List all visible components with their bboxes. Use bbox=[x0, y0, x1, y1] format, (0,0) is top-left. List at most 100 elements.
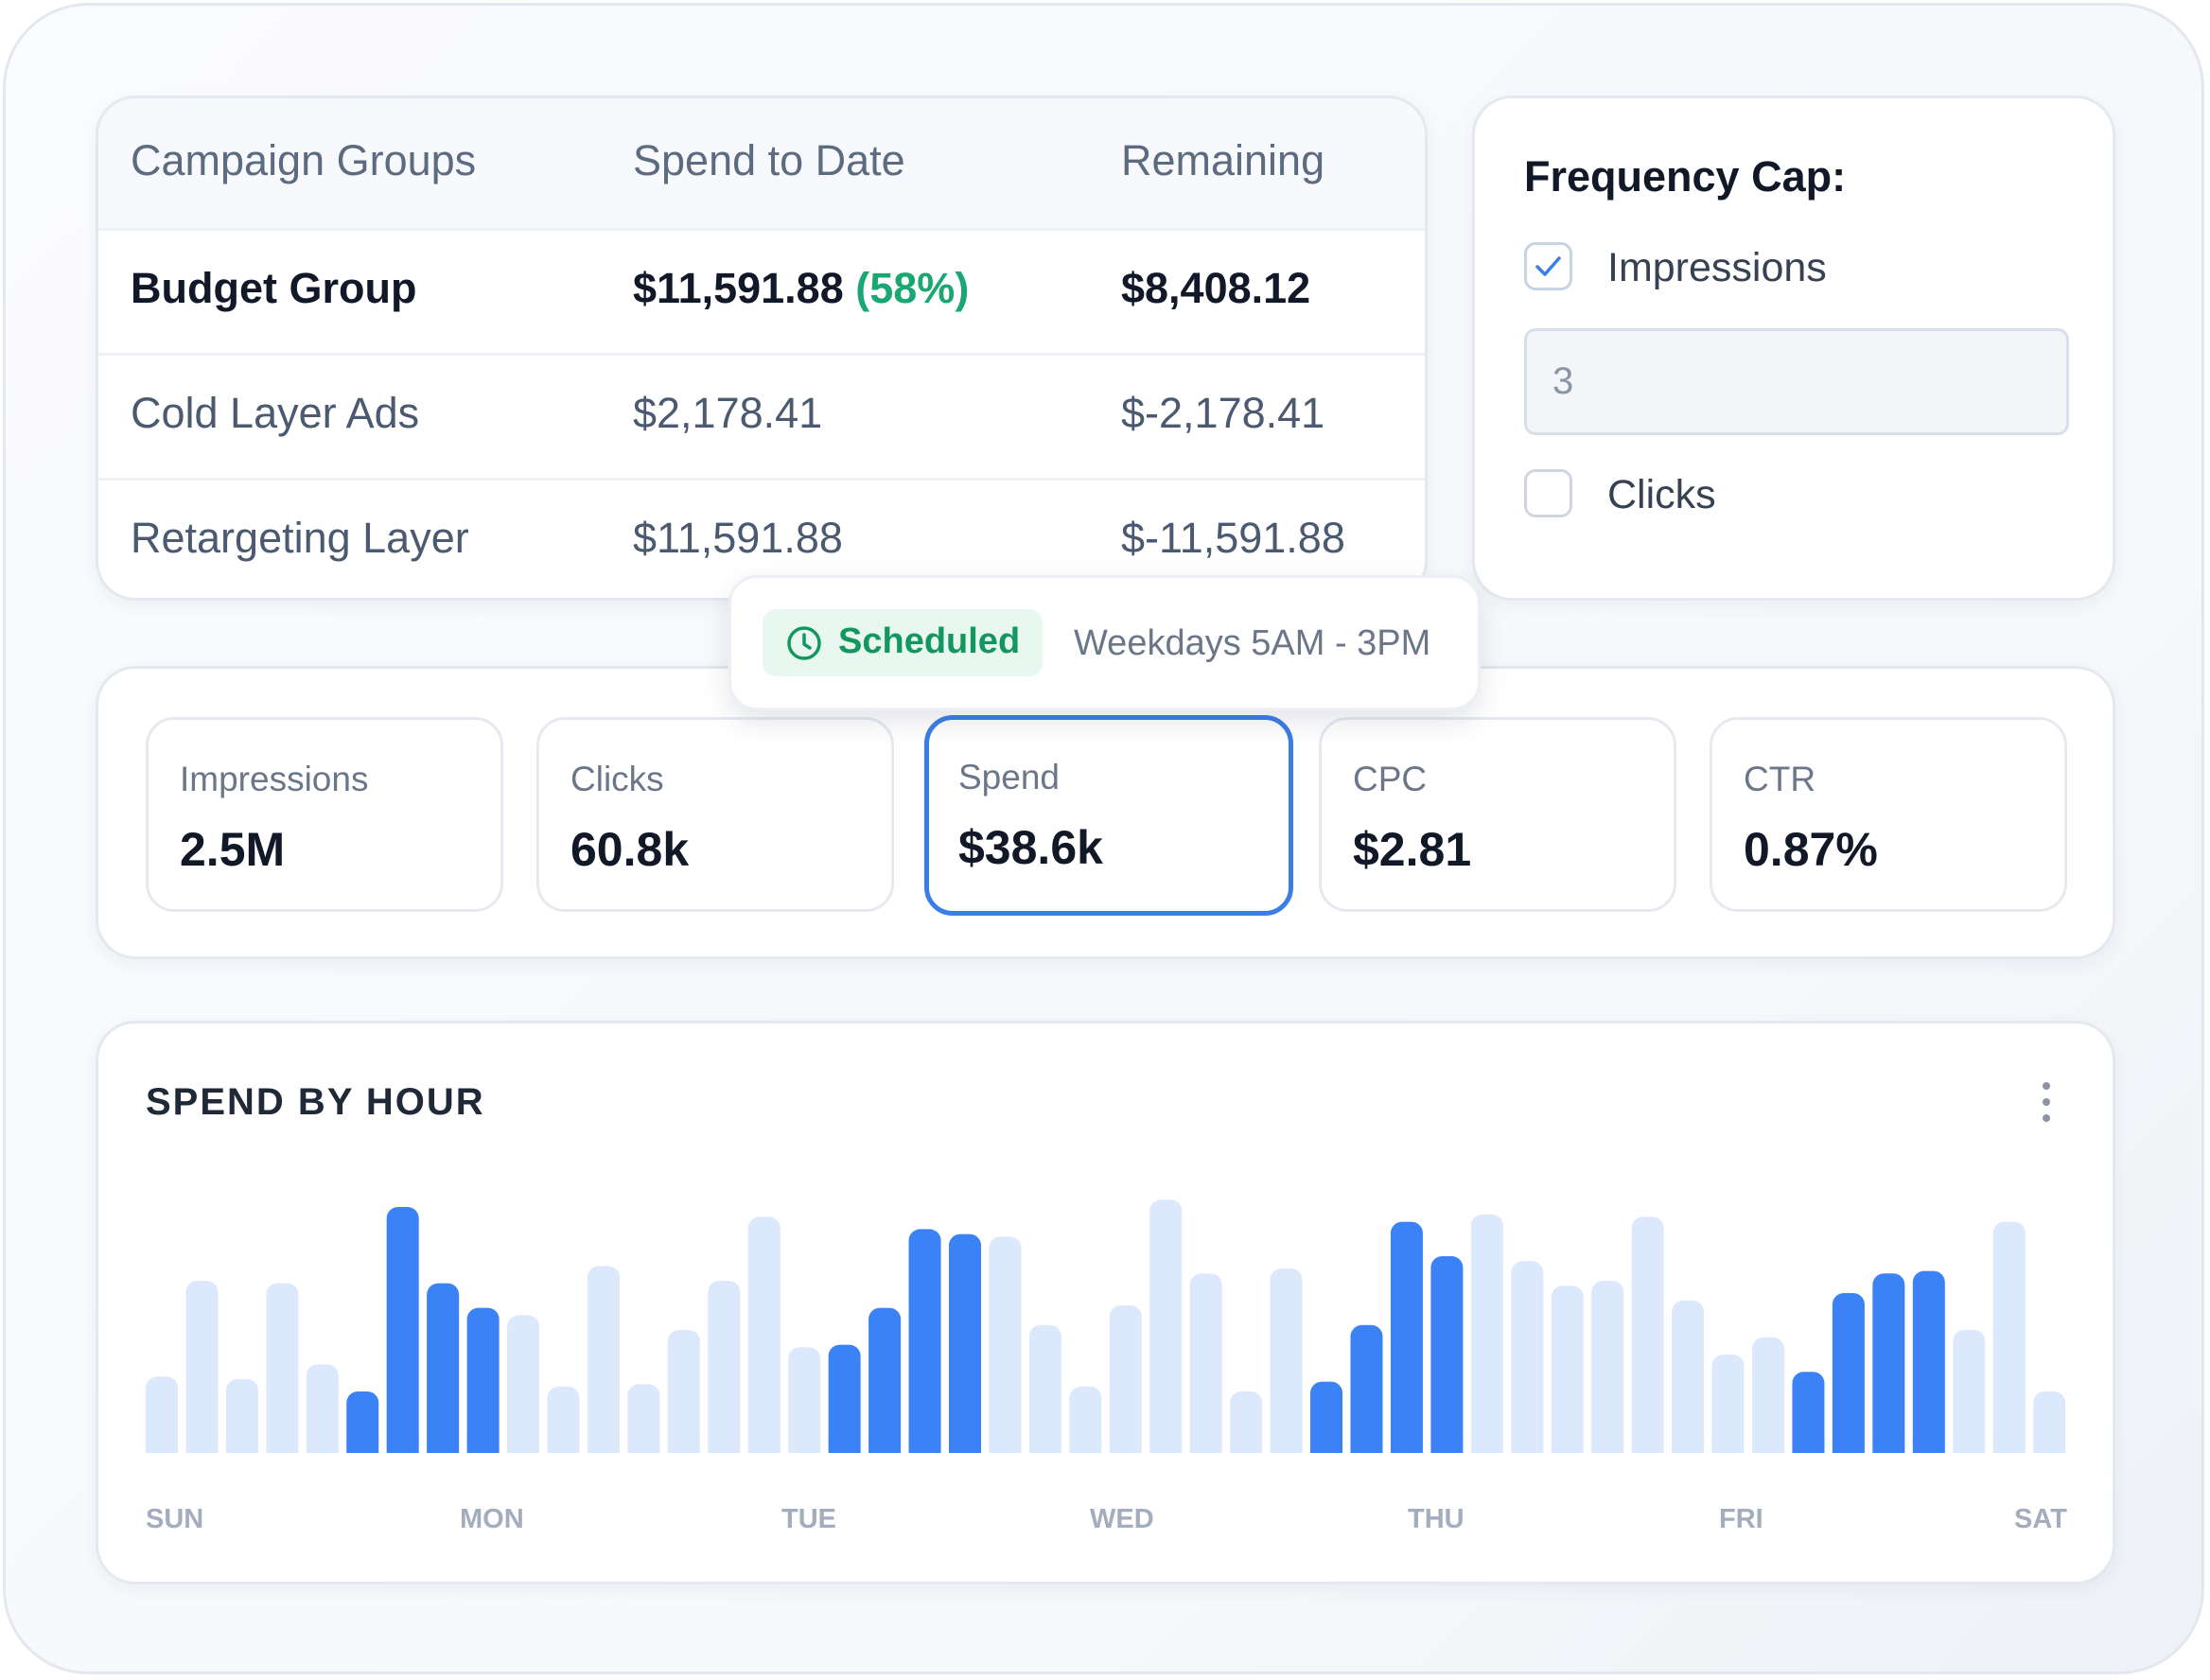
row-spend: $11,591.88 bbox=[633, 514, 843, 562]
impressions-cap-input[interactable]: 3 bbox=[1524, 328, 2069, 435]
chart-bar[interactable] bbox=[1028, 1324, 1061, 1453]
chart-bar[interactable] bbox=[788, 1347, 821, 1453]
clicks-checkbox-label[interactable]: Clicks bbox=[1607, 472, 1716, 517]
spend-percentage: (58%) bbox=[855, 264, 970, 312]
impressions-checkbox[interactable] bbox=[1524, 242, 1572, 290]
chart-bar-base bbox=[667, 1442, 700, 1453]
row-name: Cold Layer Ads bbox=[131, 389, 420, 437]
chart-bar[interactable] bbox=[747, 1216, 781, 1453]
chart-bar[interactable] bbox=[1350, 1324, 1383, 1453]
chart-bar[interactable] bbox=[667, 1330, 700, 1453]
chart-bar[interactable] bbox=[989, 1236, 1022, 1453]
frequency-cap-title: Frequency Cap: bbox=[1524, 152, 1847, 201]
chart-bar[interactable] bbox=[1832, 1293, 1865, 1453]
metrics-panel: Impressions 2.5M Clicks 60.8k Spend $38.… bbox=[96, 666, 2115, 959]
bar-chart bbox=[146, 1199, 2066, 1453]
chart-bar-base bbox=[1953, 1442, 1986, 1453]
metric-label: CTR bbox=[1744, 760, 1816, 798]
metric-value: 0.87% bbox=[1744, 823, 1878, 876]
chart-bar[interactable] bbox=[1109, 1305, 1142, 1453]
chart-bar[interactable] bbox=[1631, 1216, 1664, 1453]
chart-bar[interactable] bbox=[1430, 1256, 1464, 1453]
row-spend: $2,178.41 bbox=[633, 389, 823, 437]
column-header-remaining[interactable]: Remaining bbox=[1121, 136, 1325, 184]
chart-bar[interactable] bbox=[1872, 1273, 1905, 1453]
chart-bar-base bbox=[868, 1442, 902, 1453]
chart-bar[interactable] bbox=[828, 1344, 861, 1453]
row-spend: $11,591.88 (58%) bbox=[633, 264, 969, 313]
chart-bar[interactable] bbox=[1390, 1221, 1423, 1453]
metric-card-clicks[interactable]: Clicks 60.8k bbox=[536, 717, 894, 912]
chart-bar[interactable] bbox=[868, 1307, 902, 1453]
chart-bar[interactable] bbox=[386, 1207, 419, 1453]
chart-bar-base bbox=[1028, 1442, 1061, 1453]
chart-bar[interactable] bbox=[1149, 1199, 1183, 1453]
kebab-menu-icon[interactable] bbox=[2037, 1082, 2056, 1128]
status-badge-label: Scheduled bbox=[838, 621, 1021, 661]
chart-bar-base bbox=[1350, 1442, 1383, 1453]
chart-bar[interactable] bbox=[466, 1307, 500, 1453]
chart-bar[interactable] bbox=[346, 1391, 379, 1453]
chart-bar[interactable] bbox=[1470, 1214, 1503, 1453]
column-header-spend-to-date[interactable]: Spend to Date bbox=[633, 136, 905, 184]
chart-bar-base bbox=[225, 1442, 258, 1453]
chart-bar-base bbox=[708, 1442, 741, 1453]
chart-bar[interactable] bbox=[708, 1281, 741, 1453]
chart-bar-base bbox=[185, 1442, 219, 1453]
chart-bar[interactable] bbox=[627, 1384, 660, 1453]
chart-bar[interactable] bbox=[266, 1283, 299, 1453]
row-remaining: $8,408.12 bbox=[1121, 264, 1311, 312]
clicks-checkbox[interactable] bbox=[1524, 469, 1572, 517]
metric-value: $2.81 bbox=[1353, 823, 1472, 876]
chart-bar[interactable] bbox=[1270, 1269, 1303, 1453]
chart-bar[interactable] bbox=[949, 1234, 981, 1453]
chart-bar-base bbox=[266, 1442, 299, 1453]
chart-bar[interactable] bbox=[507, 1315, 540, 1453]
metric-card-impressions[interactable]: Impressions 2.5M bbox=[146, 717, 503, 912]
chart-bar[interactable] bbox=[1591, 1281, 1624, 1453]
chart-bar[interactable] bbox=[908, 1229, 941, 1453]
chart-bar-base bbox=[1551, 1442, 1584, 1453]
chart-bar-base bbox=[1230, 1442, 1263, 1453]
metric-card-spend[interactable]: Spend $38.6k bbox=[924, 715, 1293, 916]
chart-bar[interactable] bbox=[1792, 1372, 1825, 1453]
metric-card-ctr[interactable]: CTR 0.87% bbox=[1710, 717, 2067, 912]
table-row[interactable]: Cold Layer Ads $2,178.41 $-2,178.41 bbox=[98, 353, 1425, 481]
chart-bar[interactable] bbox=[1189, 1273, 1222, 1453]
chart-bar[interactable] bbox=[587, 1266, 620, 1453]
chart-bar[interactable] bbox=[547, 1386, 580, 1453]
chart-bar[interactable] bbox=[1992, 1221, 2026, 1453]
chart-bar-base bbox=[547, 1442, 580, 1453]
chart-bar-base bbox=[427, 1442, 460, 1453]
chart-bar-base bbox=[1109, 1442, 1142, 1453]
metric-label: Impressions bbox=[180, 760, 369, 798]
chart-bar-base bbox=[346, 1442, 379, 1453]
chart-bar[interactable] bbox=[225, 1379, 258, 1453]
column-header-campaign-groups[interactable]: Campaign Groups bbox=[131, 136, 477, 184]
chart-bar[interactable] bbox=[1230, 1391, 1263, 1453]
chart-bar[interactable] bbox=[427, 1283, 460, 1453]
chart-bar[interactable] bbox=[2033, 1391, 2066, 1453]
chart-bar[interactable] bbox=[1069, 1386, 1102, 1453]
impressions-checkbox-label[interactable]: Impressions bbox=[1607, 245, 1827, 290]
chart-bar[interactable] bbox=[1953, 1330, 1986, 1453]
chart-bar-base bbox=[1511, 1442, 1544, 1453]
metric-card-cpc[interactable]: CPC $2.81 bbox=[1319, 717, 1676, 912]
chart-bar-base bbox=[908, 1442, 941, 1453]
chart-bar[interactable] bbox=[1511, 1261, 1544, 1453]
chart-bar[interactable] bbox=[1551, 1286, 1584, 1453]
chart-bar[interactable] bbox=[1310, 1381, 1343, 1453]
table-row[interactable]: Retargeting Layer $11,591.88 $-11,591.88 bbox=[98, 478, 1425, 598]
chart-bar-base bbox=[747, 1442, 781, 1453]
chart-bar[interactable] bbox=[1672, 1300, 1705, 1453]
table-row[interactable]: Budget Group $11,591.88 (58%) $8,408.12 bbox=[98, 228, 1425, 356]
chart-bar[interactable] bbox=[306, 1364, 339, 1453]
chart-bar-base bbox=[306, 1442, 339, 1453]
chart-bar[interactable] bbox=[1912, 1270, 1945, 1453]
chart-bar[interactable] bbox=[1711, 1355, 1745, 1453]
chart-bar-base bbox=[627, 1442, 660, 1453]
x-tick-label: FRI bbox=[1719, 1504, 1763, 1534]
chart-bar[interactable] bbox=[146, 1376, 178, 1453]
chart-bar[interactable] bbox=[185, 1281, 219, 1453]
chart-bar[interactable] bbox=[1752, 1337, 1784, 1453]
